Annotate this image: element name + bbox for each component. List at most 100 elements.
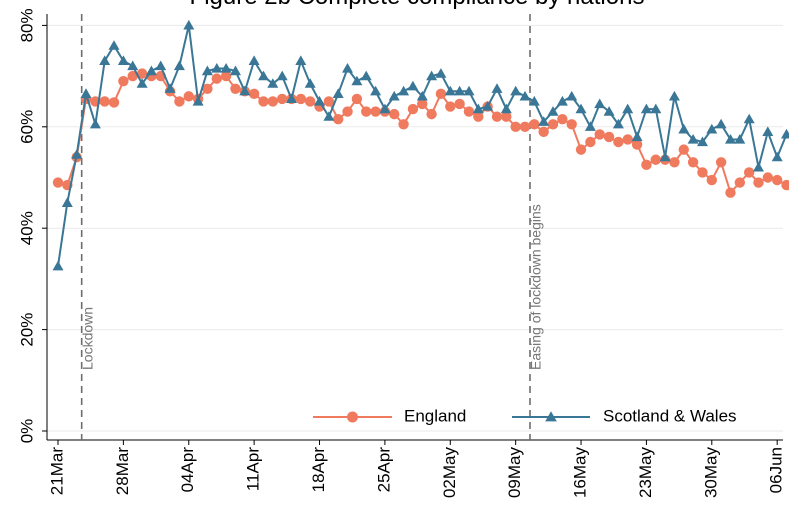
data-point [145, 65, 157, 76]
y-tick-label: 40% [17, 211, 36, 245]
data-point [753, 161, 764, 172]
data-point [248, 88, 260, 100]
x-tick-label: 06Jun [767, 447, 786, 493]
legend: England Scotland & Wales [313, 406, 737, 425]
data-point [267, 96, 279, 107]
data-point [89, 118, 101, 129]
data-point [80, 88, 92, 98]
data-point [650, 103, 662, 114]
data-point [762, 172, 774, 183]
x-tick-label: 21Mar [47, 447, 66, 496]
data-point [118, 75, 129, 87]
axes: 0% 20% 40% 60% 80% 21Mar 28Mar 04Apr 11Apr 18Apr 2… [17, 8, 785, 498]
data-point [136, 78, 148, 88]
data-point [52, 260, 64, 271]
data-point [659, 151, 671, 162]
data-point [594, 129, 605, 140]
x-tick-label: 18Apr [309, 447, 328, 493]
data-point [463, 106, 475, 117]
data-point [220, 63, 232, 73]
gridlines [47, 24, 783, 432]
data-point [678, 144, 689, 155]
data-point [454, 85, 466, 96]
data-point [491, 83, 503, 93]
data-point [286, 93, 297, 103]
x-tick-label: 30May [701, 447, 720, 499]
data-point [538, 116, 550, 126]
x-tick-label: 28Mar [113, 447, 132, 496]
annotation-label: Easing of lockdown begins [528, 204, 544, 370]
data-point [99, 55, 111, 65]
data-point [622, 103, 634, 114]
data-point [267, 78, 279, 88]
data-point [323, 111, 335, 121]
data-point [183, 19, 195, 30]
data-point [370, 106, 381, 117]
data-point [407, 103, 419, 115]
data-point [211, 73, 222, 84]
data-point [743, 113, 755, 124]
data-point [258, 70, 269, 81]
data-point [678, 123, 690, 134]
data-point [472, 103, 484, 114]
data-point [556, 95, 568, 106]
data-point [295, 55, 307, 65]
series [52, 19, 789, 271]
data-point [108, 40, 120, 50]
data-point [771, 151, 783, 162]
data-point [631, 131, 643, 142]
chart-title: Figure 2b Complete compliance by nations [190, 0, 645, 10]
data-point [239, 85, 251, 96]
data-point [276, 70, 288, 81]
x-tick-label: 02May [440, 447, 459, 499]
data-point [276, 93, 288, 105]
data-point [529, 119, 540, 130]
data-point [332, 88, 344, 98]
data-point [445, 101, 456, 112]
data-point [136, 68, 148, 79]
data-point [398, 119, 409, 130]
data-point [575, 144, 587, 155]
data-point [585, 136, 596, 148]
data-point [164, 83, 176, 93]
annotation-label: Lockdown [79, 307, 95, 370]
data-point [538, 126, 549, 138]
data-point [127, 70, 138, 82]
data-point [510, 85, 522, 96]
data-point [725, 187, 736, 198]
legend-item: Scotland & Wales [512, 406, 737, 425]
data-point [333, 113, 344, 125]
data-point [463, 85, 475, 96]
data-point [351, 93, 363, 105]
data-point [202, 83, 213, 94]
series-line [57, 25, 788, 267]
data-point [201, 65, 213, 76]
data-point [258, 96, 269, 107]
data-point [52, 177, 64, 188]
data-point [361, 106, 372, 117]
x-tick-label: 25Apr [374, 447, 393, 493]
data-point [547, 119, 559, 130]
data-point [566, 119, 577, 130]
data-point [650, 154, 661, 165]
data-point [519, 121, 531, 132]
data-point [668, 90, 680, 101]
annotations: Lockdown Easing of lockdown begins [79, 14, 544, 440]
data-point [473, 111, 484, 122]
data-point [61, 197, 73, 207]
data-point [127, 60, 139, 71]
data-point [603, 131, 615, 143]
data-point [697, 167, 708, 178]
data-point [641, 159, 652, 171]
data-point [584, 121, 596, 131]
data-point [594, 98, 606, 109]
data-point [108, 97, 120, 108]
data-point [547, 106, 559, 116]
data-point [697, 136, 708, 147]
data-point [734, 177, 746, 188]
data-point [491, 111, 503, 122]
legend-marker [545, 411, 557, 422]
data-point [230, 65, 241, 76]
x-tick-label: 09May [505, 447, 524, 499]
